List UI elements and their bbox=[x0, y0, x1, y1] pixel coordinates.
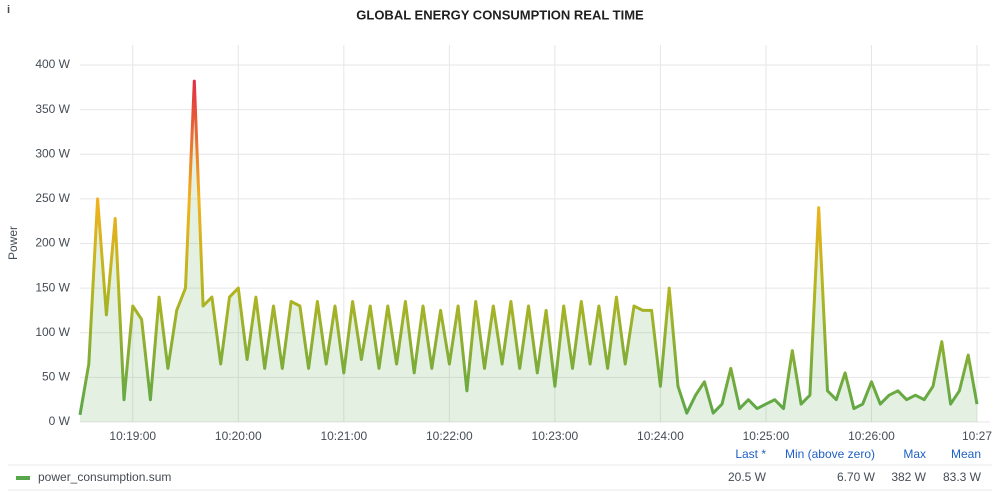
x-tick-label: 10:20:00 bbox=[215, 429, 262, 443]
legend-stat: 6.70 W bbox=[837, 470, 876, 484]
x-tick-label: 10:26:00 bbox=[848, 429, 895, 443]
chart-title: GLOBAL ENERGY CONSUMPTION REAL TIME bbox=[356, 7, 644, 22]
y-tick-label: 100 W bbox=[35, 325, 70, 339]
x-tick-label: 10:21:00 bbox=[320, 429, 367, 443]
y-tick-label: 350 W bbox=[35, 102, 70, 116]
area-fill bbox=[80, 81, 977, 422]
legend-stat: 382 W bbox=[891, 470, 926, 484]
legend-column-header: Last * bbox=[735, 447, 766, 461]
y-tick-label: 200 W bbox=[35, 236, 70, 250]
y-tick-label: 150 W bbox=[35, 280, 70, 294]
legend-stat: 20.5 W bbox=[728, 470, 767, 484]
y-axis-label: Power bbox=[6, 226, 20, 260]
x-tick-label: 10:22:00 bbox=[426, 429, 473, 443]
y-tick-label: 400 W bbox=[35, 57, 70, 71]
y-tick-label: 50 W bbox=[42, 370, 71, 384]
y-tick-label: 250 W bbox=[35, 191, 70, 205]
legend-label: power_consumption.sum bbox=[38, 470, 171, 484]
legend-column-header: Mean bbox=[951, 447, 981, 461]
legend-column-header: Max bbox=[903, 447, 926, 461]
x-tick-label: 10:27 bbox=[962, 429, 992, 443]
x-tick-label: 10:23:00 bbox=[532, 429, 579, 443]
y-tick-label: 300 W bbox=[35, 146, 70, 160]
x-tick-label: 10:19:00 bbox=[109, 429, 156, 443]
legend-stat: 83.3 W bbox=[943, 470, 982, 484]
info-icon[interactable]: i bbox=[7, 4, 10, 16]
series-line bbox=[78, 79, 979, 416]
legend-column-header: Min (above zero) bbox=[785, 447, 875, 461]
y-tick-label: 0 W bbox=[49, 414, 71, 428]
x-tick-label: 10:25:00 bbox=[743, 429, 790, 443]
x-tick-label: 10:24:00 bbox=[637, 429, 684, 443]
